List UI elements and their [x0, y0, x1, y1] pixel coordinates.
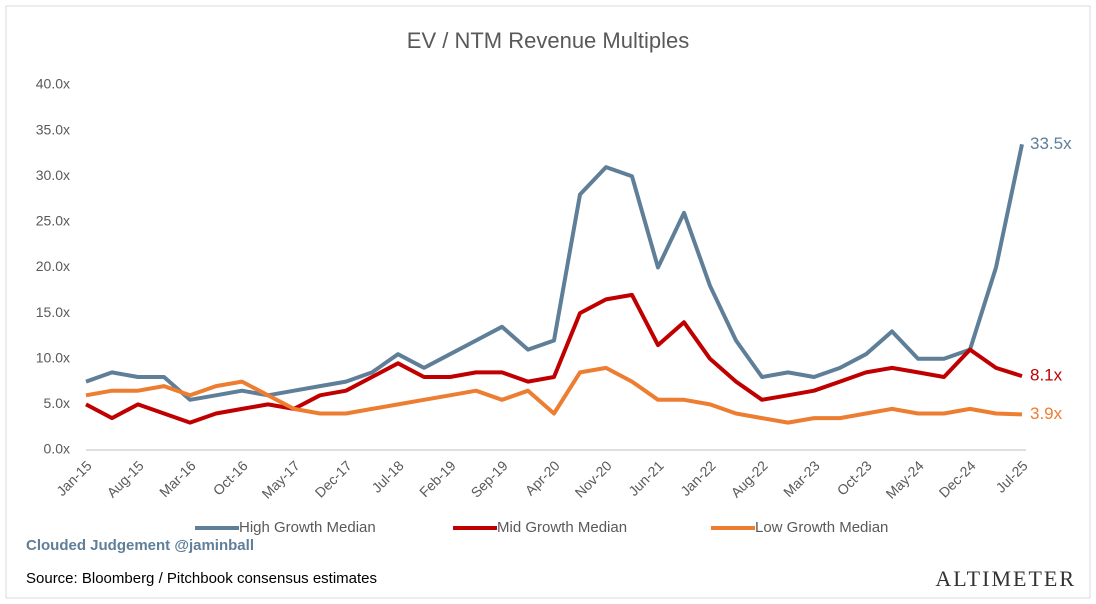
y-tick-label: 30.0x: [36, 167, 70, 183]
y-tick-label: 40.0x: [36, 76, 70, 92]
y-tick-label: 20.0x: [36, 258, 70, 274]
end-label: 8.1x: [1030, 366, 1063, 385]
end-label: 3.9x: [1030, 404, 1063, 423]
series-line: [85, 143, 1024, 402]
chart-border: [5, 5, 1091, 599]
y-tick-label: 25.0x: [36, 213, 70, 229]
chart-title: EV / NTM Revenue Multiples: [407, 28, 689, 53]
legend-label: High Growth Median: [239, 519, 376, 536]
series-line: [85, 292, 1023, 425]
y-tick-label: 0.0x: [44, 441, 70, 457]
watermark: Clouded Judgement @jaminball: [26, 537, 254, 554]
legend-label: Low Growth Median: [755, 519, 888, 536]
end-label: 33.5x: [1030, 134, 1072, 153]
legend-label: Mid Growth Median: [497, 519, 627, 536]
series-line: [85, 365, 1023, 425]
source-note: Source: Bloomberg / Pitchbook consensus …: [26, 570, 377, 587]
y-tick-label: 15.0x: [36, 304, 70, 320]
y-tick-label: 35.0x: [36, 121, 70, 137]
y-tick-label: 5.0x: [44, 395, 70, 411]
y-tick-label: 10.0x: [36, 349, 70, 365]
brand-logo: Altimeter: [935, 566, 1076, 591]
